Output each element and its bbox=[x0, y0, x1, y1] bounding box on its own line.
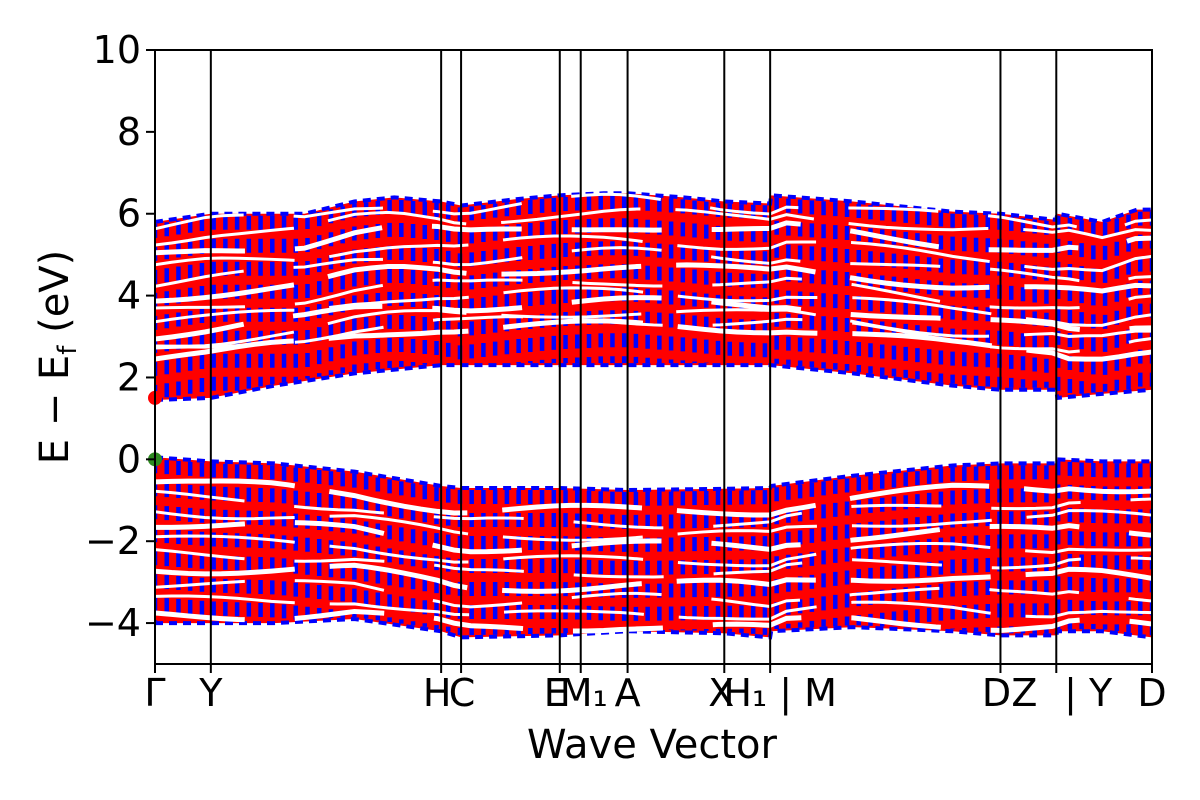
y-axis-label-main: E − E bbox=[32, 355, 78, 465]
y-axis-label-subscript: f bbox=[53, 345, 83, 355]
conduction-bands-spin-up-stripes bbox=[155, 195, 1152, 398]
x-tick-label: D bbox=[982, 671, 1011, 715]
conduction-bands-gap-line bbox=[155, 318, 1152, 362]
valence-bands-gap-line bbox=[155, 608, 1152, 634]
valence-bands-gaps bbox=[155, 478, 1152, 634]
x-tick-label: Y bbox=[198, 671, 223, 715]
plot-frame bbox=[154, 49, 1153, 665]
valence-bands-lower-edge bbox=[155, 616, 1152, 640]
valence-bands-gap-line bbox=[155, 548, 1152, 579]
y-tick-label: 8 bbox=[117, 110, 141, 154]
conduction-bands-gap-line bbox=[155, 286, 1152, 327]
conduction-bands-gap-line bbox=[155, 192, 1152, 235]
conduction-bands-gaps bbox=[155, 192, 1152, 362]
x-tick-label: H bbox=[423, 671, 452, 715]
y-tick-label: −4 bbox=[85, 601, 141, 645]
conduction-bands-gap-line bbox=[155, 234, 1152, 273]
x-tick-label: X bbox=[708, 671, 734, 715]
valence-bands-gap-line bbox=[155, 534, 1152, 568]
x-tick-label: Γ bbox=[144, 671, 165, 715]
x-tick-label: C bbox=[449, 671, 476, 715]
x-tick-label: M₁ bbox=[560, 671, 608, 715]
bands-layer bbox=[155, 191, 1152, 640]
y-axis-ticks: −4 −2 0 2 4 6 8 10 bbox=[85, 28, 155, 645]
conduction-bands-lower-edge bbox=[155, 363, 1152, 402]
valence-bands-upper-edge bbox=[155, 455, 1152, 493]
x-tick-label: | Y bbox=[1064, 671, 1113, 716]
y-tick-label: 10 bbox=[93, 28, 141, 72]
conduction-bands-gap-line bbox=[155, 308, 1152, 348]
y-axis-label-unit-text: (eV) bbox=[32, 250, 78, 333]
valence-bands-gap-line bbox=[155, 478, 1152, 518]
y-tick-label: 6 bbox=[117, 192, 141, 236]
y-tick-label: −2 bbox=[85, 519, 141, 563]
conduction-bands-gap-line bbox=[155, 262, 1152, 304]
y-tick-label: 0 bbox=[117, 437, 141, 481]
valence-bands-gap-line bbox=[155, 594, 1152, 621]
conduction-bands-gap-line bbox=[155, 276, 1152, 310]
x-axis-label: Wave Vector bbox=[527, 722, 778, 768]
y-tick-label: 2 bbox=[117, 355, 141, 399]
valence-bands-fill bbox=[155, 457, 1152, 638]
valence-bands-gap-line bbox=[155, 489, 1152, 530]
high-symmetry-lines bbox=[209, 50, 1058, 664]
conduction-bands-gap-line bbox=[155, 295, 1152, 342]
conduction-bands-gap-line bbox=[155, 207, 1152, 247]
x-tick-label: Z bbox=[1011, 671, 1037, 715]
x-tick-label: H₁ | M bbox=[723, 671, 837, 716]
valence-bands-gap-line bbox=[155, 509, 1152, 542]
valence-bands-gap-line bbox=[155, 519, 1152, 555]
x-tick-label: A bbox=[615, 671, 641, 715]
valence-bands-gap-line bbox=[155, 562, 1152, 594]
valence-bands-gap-line bbox=[155, 579, 1152, 609]
conduction-bands-gap-line bbox=[155, 246, 1152, 288]
x-tick-label: D bbox=[1137, 671, 1166, 715]
y-axis-label-unit bbox=[32, 333, 78, 346]
y-axis-label: E − Ef (eV) bbox=[32, 250, 83, 465]
conduction-bands-gap-line bbox=[155, 315, 1152, 354]
x-tick-label: E bbox=[544, 671, 568, 715]
conduction-bands-gap-line bbox=[155, 220, 1152, 256]
y-tick-label: 4 bbox=[117, 274, 141, 318]
